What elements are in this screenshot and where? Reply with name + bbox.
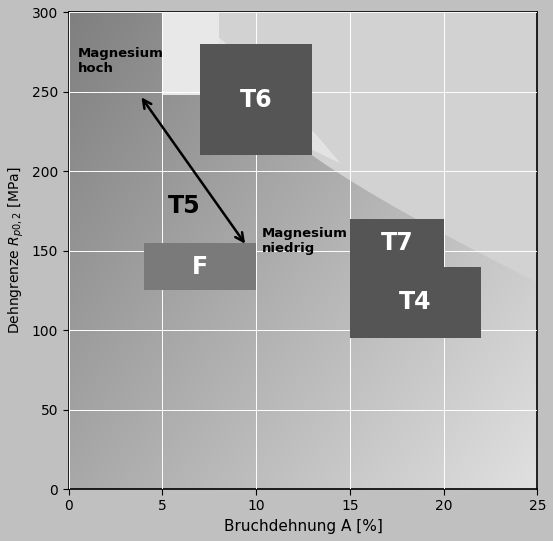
Bar <box>350 219 444 267</box>
Text: T7: T7 <box>380 231 413 255</box>
Text: T4: T4 <box>399 291 432 314</box>
X-axis label: Bruchdehnung A [%]: Bruchdehnung A [%] <box>223 519 382 534</box>
Text: Magnesium
niedrig: Magnesium niedrig <box>262 227 348 255</box>
Text: T6: T6 <box>240 88 273 112</box>
Bar <box>350 267 481 338</box>
Y-axis label: Dehngrenze $R_{p0,2}$ [MPa]: Dehngrenze $R_{p0,2}$ [MPa] <box>7 167 26 334</box>
Polygon shape <box>172 12 538 282</box>
Bar <box>200 44 312 155</box>
Polygon shape <box>172 12 341 163</box>
Bar <box>163 12 218 95</box>
Text: Magnesium
hoch: Magnesium hoch <box>78 48 164 75</box>
Text: F: F <box>192 255 208 279</box>
Bar <box>144 243 256 291</box>
Text: T5: T5 <box>168 194 201 218</box>
